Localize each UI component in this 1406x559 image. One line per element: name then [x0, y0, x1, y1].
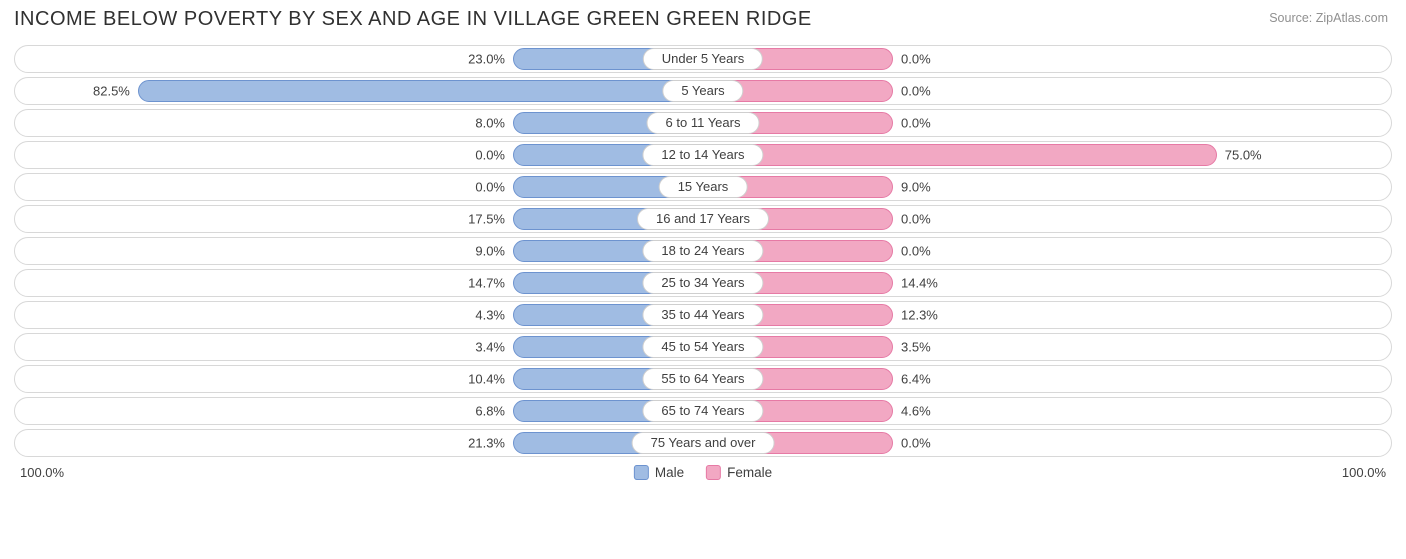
male-swatch-icon [634, 465, 649, 480]
data-row: 6.8% 4.6% 65 to 74 Years [14, 397, 1392, 425]
female-value: 0.0% [901, 52, 931, 67]
axis-left-label: 100.0% [20, 465, 64, 480]
female-value: 75.0% [1225, 148, 1262, 163]
male-value: 14.7% [468, 276, 505, 291]
category-label: 16 and 17 Years [637, 208, 769, 230]
category-label: Under 5 Years [643, 48, 763, 70]
male-bar [138, 80, 703, 102]
female-value: 0.0% [901, 116, 931, 131]
footer: 100.0% Male Female 100.0% [14, 465, 1392, 487]
chart-title: INCOME BELOW POVERTY BY SEX AND AGE IN V… [14, 8, 812, 31]
female-value: 12.3% [901, 308, 938, 323]
female-value: 0.0% [901, 84, 931, 99]
category-label: 25 to 34 Years [642, 272, 763, 294]
female-value: 0.0% [901, 212, 931, 227]
header: INCOME BELOW POVERTY BY SEX AND AGE IN V… [14, 8, 1392, 31]
male-value: 8.0% [475, 116, 505, 131]
male-value: 9.0% [475, 244, 505, 259]
category-label: 15 Years [659, 176, 748, 198]
chart-container: INCOME BELOW POVERTY BY SEX AND AGE IN V… [0, 0, 1406, 559]
female-value: 0.0% [901, 244, 931, 259]
male-value: 21.3% [468, 436, 505, 451]
axis-right-label: 100.0% [1342, 465, 1386, 480]
female-value: 4.6% [901, 404, 931, 419]
category-label: 12 to 14 Years [642, 144, 763, 166]
legend-female: Female [706, 465, 772, 480]
female-value: 6.4% [901, 372, 931, 387]
male-value: 3.4% [475, 340, 505, 355]
legend-male-label: Male [655, 465, 684, 480]
data-row: 4.3% 12.3% 35 to 44 Years [14, 301, 1392, 329]
category-label: 55 to 64 Years [642, 368, 763, 390]
data-row: 8.0% 0.0% 6 to 11 Years [14, 109, 1392, 137]
data-row: 9.0% 0.0% 18 to 24 Years [14, 237, 1392, 265]
male-value: 23.0% [468, 52, 505, 67]
male-value: 6.8% [475, 404, 505, 419]
source-label: Source: ZipAtlas.com [1269, 8, 1392, 25]
category-label: 6 to 11 Years [647, 112, 760, 134]
male-value: 0.0% [475, 148, 505, 163]
category-label: 75 Years and over [632, 432, 775, 454]
male-value: 10.4% [468, 372, 505, 387]
data-row: 10.4% 6.4% 55 to 64 Years [14, 365, 1392, 393]
data-row: 3.4% 3.5% 45 to 54 Years [14, 333, 1392, 361]
data-row: 23.0% 0.0% Under 5 Years [14, 45, 1392, 73]
category-label: 18 to 24 Years [642, 240, 763, 262]
male-value: 0.0% [475, 180, 505, 195]
female-value: 14.4% [901, 276, 938, 291]
male-value: 82.5% [93, 84, 130, 99]
rows-area: 23.0% 0.0% Under 5 Years 82.5% 0.0% 5 Years 8.… [14, 45, 1392, 457]
category-label: 35 to 44 Years [642, 304, 763, 326]
category-label: 45 to 54 Years [642, 336, 763, 358]
male-value: 17.5% [468, 212, 505, 227]
female-swatch-icon [706, 465, 721, 480]
data-row: 14.7% 14.4% 25 to 34 Years [14, 269, 1392, 297]
legend-female-label: Female [727, 465, 772, 480]
female-bar [703, 144, 1217, 166]
category-label: 5 Years [662, 80, 743, 102]
male-value: 4.3% [475, 308, 505, 323]
data-row: 0.0% 9.0% 15 Years [14, 173, 1392, 201]
female-value: 9.0% [901, 180, 931, 195]
data-row: 17.5% 0.0% 16 and 17 Years [14, 205, 1392, 233]
category-label: 65 to 74 Years [642, 400, 763, 422]
legend: Male Female [634, 465, 772, 480]
data-row: 0.0% 75.0% 12 to 14 Years [14, 141, 1392, 169]
data-row: 21.3% 0.0% 75 Years and over [14, 429, 1392, 457]
legend-male: Male [634, 465, 684, 480]
data-row: 82.5% 0.0% 5 Years [14, 77, 1392, 105]
female-value: 3.5% [901, 340, 931, 355]
female-value: 0.0% [901, 436, 931, 451]
